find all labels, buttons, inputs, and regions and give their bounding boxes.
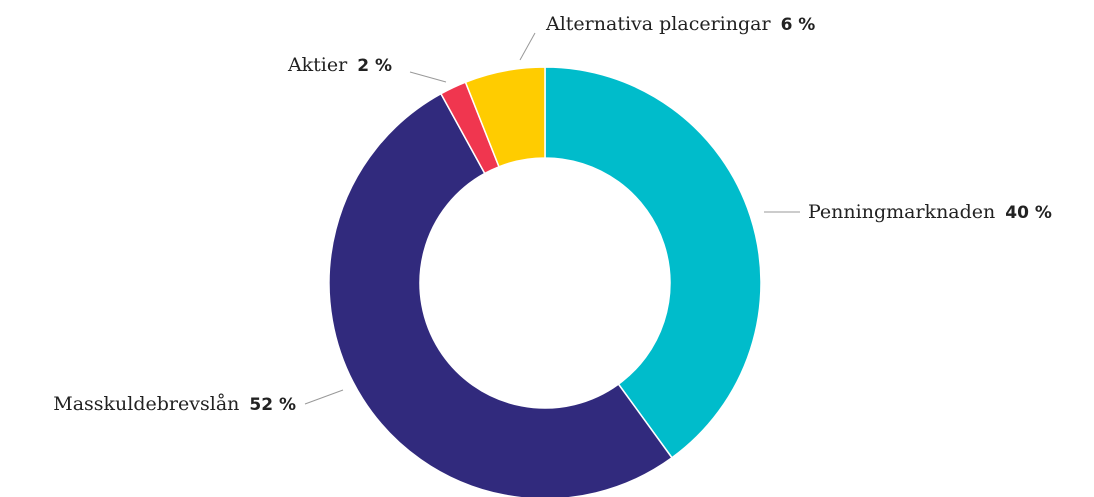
slice-label: Masskuldebrevslån 52 %: [53, 393, 296, 415]
slice-label: Penningmarknaden 40 %: [808, 201, 1052, 223]
category-name: Alternativa placeringar: [545, 13, 771, 35]
donut-slice: [328, 92, 674, 497]
leader-line: [519, 32, 536, 61]
category-name: Aktier: [287, 54, 348, 76]
leader-line: [409, 71, 447, 83]
value-label: 52 %: [249, 395, 296, 415]
value-label: 2 %: [357, 56, 392, 76]
value-label: 6 %: [781, 15, 816, 35]
category-name: Penningmarknaden: [808, 201, 995, 223]
slice-label: Aktier 2 %: [287, 54, 392, 76]
slice-label: Alternativa placeringar 6 %: [545, 13, 815, 35]
donut-slice: [544, 66, 762, 459]
leader-line: [304, 389, 344, 405]
category-name: Masskuldebrevslån: [53, 393, 239, 415]
value-label: 40 %: [1005, 203, 1052, 223]
donut-slice: [464, 66, 546, 168]
